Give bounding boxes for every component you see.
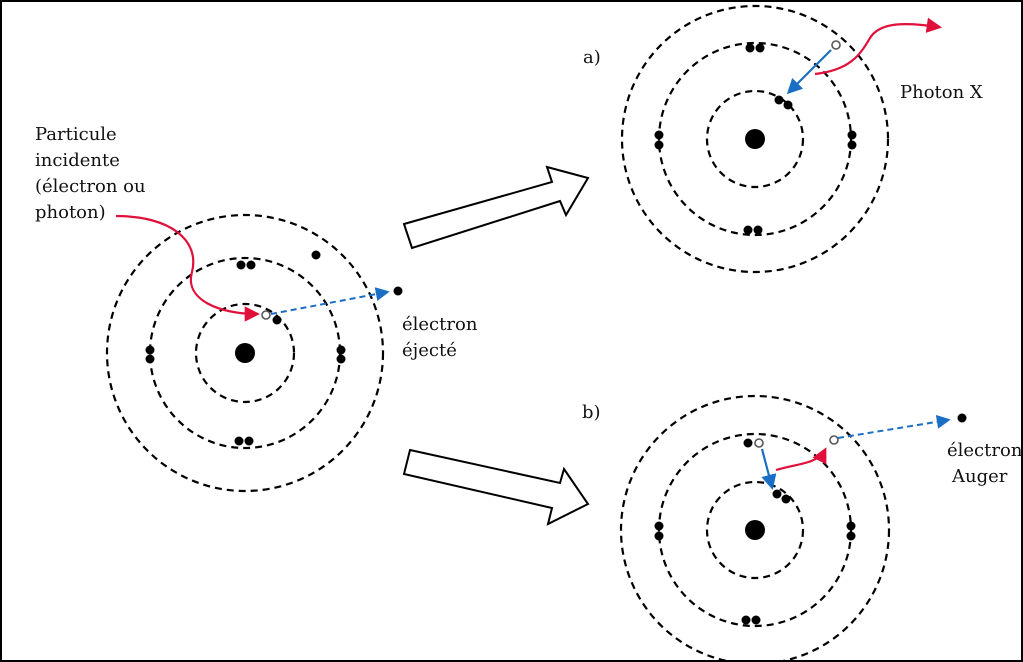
electron-l	[751, 615, 761, 625]
electron-l	[246, 260, 256, 270]
incident-particle-arrow	[115, 214, 261, 322]
electron-l	[145, 345, 155, 355]
nucleus	[235, 343, 255, 363]
electron-k	[781, 494, 791, 504]
electron-l	[846, 521, 856, 531]
electron-l	[743, 438, 753, 448]
ejected-electron-arrow	[270, 287, 390, 315]
vacancy-hole	[831, 40, 841, 50]
orbit-k-shell	[705, 480, 805, 580]
electron-l	[654, 140, 664, 150]
electron-l	[743, 225, 753, 235]
electron-k	[783, 100, 793, 110]
orbit-m-shell	[620, 4, 890, 274]
atom-initial	[105, 213, 385, 493]
auger-electron-arrow	[837, 414, 951, 439]
orbit-m-shell	[619, 394, 891, 662]
electron-transition-arrow	[760, 448, 777, 490]
ejected-electron	[393, 286, 403, 296]
atom-auger-emission	[619, 394, 891, 662]
ejected-electron-label-1: électron	[402, 314, 478, 335]
incident-particle-label-4: photon)	[35, 202, 106, 223]
transition-arrow-to-b	[402, 448, 590, 526]
electron-l	[846, 531, 856, 541]
vacancy-hole	[261, 310, 271, 320]
nucleus	[745, 520, 765, 540]
auger-electron-label-1: électron	[947, 440, 1023, 461]
orbit-m-shell	[105, 213, 385, 493]
photon-x-label: Photon X	[900, 82, 983, 103]
electron-l	[755, 43, 765, 53]
electron-l	[654, 130, 664, 140]
photon-x-arrow	[814, 17, 943, 76]
electron-l	[145, 354, 155, 364]
ejected-electron-label-2: éjecté	[402, 340, 457, 361]
electron-l	[336, 345, 346, 355]
incident-particle-label-3: (électron ou	[35, 176, 146, 197]
transition-arrow-to-a	[402, 165, 590, 250]
incident-particle-label-2: incidente	[35, 150, 120, 171]
electron-l	[745, 43, 755, 53]
orbit-k-shell	[705, 89, 805, 189]
electron-l	[654, 521, 664, 531]
auger-electron-label-2: Auger	[951, 466, 1008, 487]
electron-l	[234, 436, 244, 446]
electron-l	[847, 130, 857, 140]
auger-electron	[957, 413, 967, 423]
electron-l	[753, 225, 763, 235]
atom-xray-emission	[620, 4, 890, 274]
incident-particle-label-1: Particule	[35, 124, 117, 145]
electron-l	[654, 531, 664, 541]
energy-transfer-arrow	[775, 447, 827, 472]
nucleus	[745, 129, 765, 149]
electron-l	[847, 140, 857, 150]
vacancy-hole	[754, 438, 764, 448]
electron-k	[772, 489, 782, 499]
electron-l	[336, 354, 346, 364]
vacancy-hole	[829, 435, 839, 445]
electron-m	[311, 250, 321, 260]
electron-l	[236, 260, 246, 270]
path-a-label: a)	[583, 47, 601, 68]
orbit-k-shell	[194, 302, 296, 404]
path-b-label: b)	[582, 402, 601, 423]
electron-k	[272, 315, 282, 325]
electron-l	[244, 436, 254, 446]
electron-l	[741, 615, 751, 625]
electron-transition-arrow	[786, 49, 832, 95]
electron-k	[774, 95, 784, 105]
